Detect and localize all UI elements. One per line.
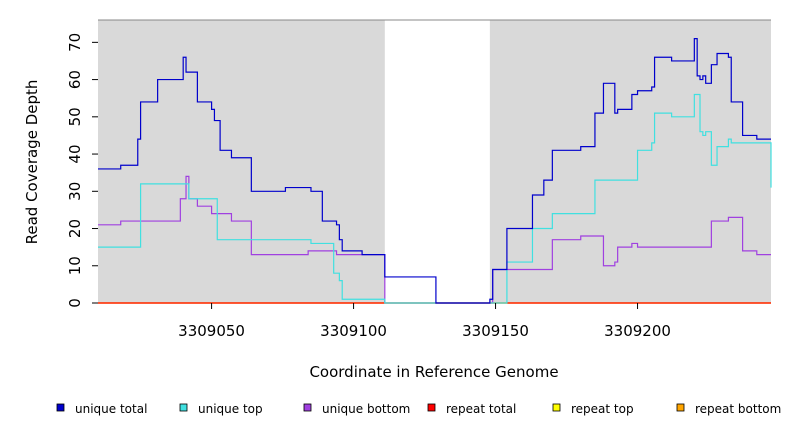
legend-label-unique-bottom: unique bottom [322,402,410,416]
y-tick-label-40: 40 [66,145,84,164]
y-tick-label-60: 60 [66,70,84,89]
legend-label-repeat-bottom: repeat bottom [695,402,781,416]
legend-label-unique-top: unique top [198,402,263,416]
x-axis: 3309050 3309100 3309150 3309200 [178,303,671,340]
gap-region-0 [384,20,490,303]
y-tick-label-30: 30 [66,182,84,201]
y-tick-label-50: 50 [66,107,84,126]
legend-label-repeat-top: repeat top [571,402,634,416]
y-axis: 0 10 20 30 40 50 60 70 [66,33,98,308]
series-unique-total [98,38,771,304]
legend-label-unique-total: unique total [75,402,147,416]
y-tick-label-20: 20 [66,219,84,238]
x-axis-title: Coordinate in Reference Genome [309,363,558,381]
series-unique-top [98,93,772,304]
legend-label-repeat-total: repeat total [446,402,516,416]
legend-swatch-repeat-bottom [676,403,685,412]
y-tick-label-70: 70 [66,33,84,52]
plot-background [98,20,771,303]
y-tick-label-10: 10 [66,256,84,275]
y-tick-label-0: 0 [66,298,84,308]
legend-swatch-unique-top [179,403,188,412]
x-tick-label-3309100: 3309100 [320,322,387,340]
legend-swatch-unique-total [56,403,65,412]
y-axis-title: Read Coverage Depth [23,80,41,245]
x-tick-label-3309150: 3309150 [462,322,529,340]
legend: unique total unique top unique bottom repea… [56,402,781,416]
series-layer [98,38,772,304]
x-tick-label-3309200: 3309200 [604,322,671,340]
legend-swatch-repeat-top [552,403,561,412]
legend-swatch-repeat-total [427,403,436,412]
legend-swatch-unique-bottom [303,403,312,412]
x-tick-label-3309050: 3309050 [178,322,245,340]
